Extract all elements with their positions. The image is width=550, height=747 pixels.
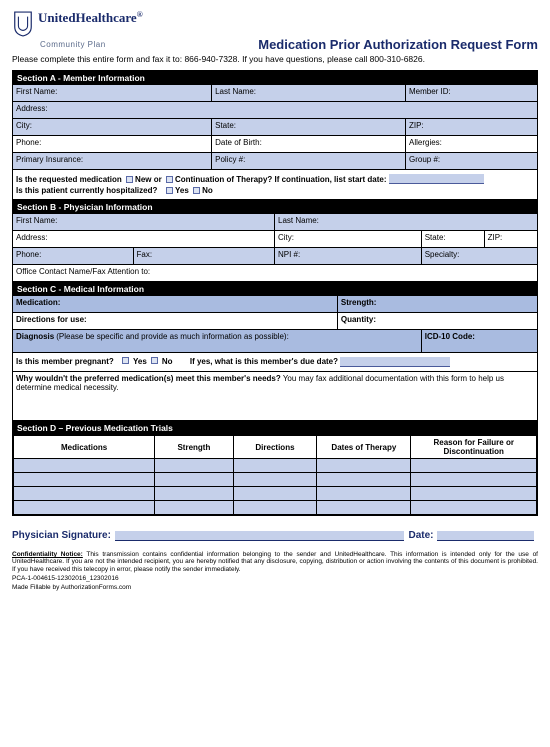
section-d-header: Section D – Previous Medication Trials [13, 421, 537, 435]
a-q2-label: Is this patient currently hospitalized? [16, 186, 157, 195]
a-memberid[interactable]: Member ID: [406, 85, 537, 101]
b-specialty[interactable]: Specialty: [422, 248, 537, 264]
table-cell[interactable] [14, 501, 155, 515]
table-cell[interactable] [155, 459, 233, 473]
th-directions: Directions [233, 436, 317, 459]
a-zip[interactable]: ZIP: [406, 119, 537, 135]
table-cell[interactable] [411, 501, 537, 515]
form-container: Section A - Member Information First Nam… [12, 70, 538, 516]
table-cell[interactable] [317, 459, 411, 473]
c-strength[interactable]: Strength: [338, 296, 537, 312]
b-lastname[interactable]: Last Name: [275, 214, 537, 230]
c-medication[interactable]: Medication: [13, 296, 338, 312]
b-npi[interactable]: NPI #: [275, 248, 422, 264]
a-primaryins[interactable]: Primary Insurance: [13, 153, 212, 169]
table-cell[interactable] [155, 501, 233, 515]
section-c-header: Section C - Medical Information [13, 282, 537, 296]
checkbox-hosp-no[interactable] [193, 187, 200, 194]
a-state[interactable]: State: [212, 119, 406, 135]
checkbox-preg-yes[interactable] [122, 357, 129, 364]
b-address[interactable]: Address: [13, 231, 275, 247]
instructions: Please complete this entire form and fax… [12, 54, 538, 64]
a-policy[interactable]: Policy #: [212, 153, 406, 169]
c-whynot[interactable]: Why wouldn't the preferred medication(s)… [13, 372, 537, 420]
table-cell[interactable] [233, 487, 317, 501]
th-strength: Strength [155, 436, 233, 459]
a-city[interactable]: City: [13, 119, 212, 135]
ref-line1: PCA-1-004615-12302016_12302016 [12, 575, 538, 582]
b-contact[interactable]: Office Contact Name/Fax Attention to: [13, 265, 537, 281]
c-directions[interactable]: Directions for use: [13, 313, 338, 329]
date-input[interactable] [437, 531, 534, 541]
table-row [14, 459, 537, 473]
logo-main-text: UnitedHealthcare® [38, 10, 143, 26]
checkbox-new[interactable] [126, 176, 133, 183]
table-cell[interactable] [14, 487, 155, 501]
sig-input[interactable] [115, 531, 405, 541]
checkbox-preg-no[interactable] [151, 357, 158, 364]
c-diagnosis[interactable]: Diagnosis (Please be specific and provid… [13, 330, 422, 352]
uhc-shield-icon [12, 10, 34, 38]
a-dob[interactable]: Date of Birth: [212, 136, 406, 152]
b-zip[interactable]: ZIP: [485, 231, 537, 247]
table-cell[interactable] [155, 473, 233, 487]
c-icd[interactable]: ICD-10 Code: [422, 330, 537, 352]
b-phone[interactable]: Phone: [13, 248, 134, 264]
b-state[interactable]: State: [422, 231, 485, 247]
trials-table: Medications Strength Directions Dates of… [13, 435, 537, 515]
th-reason: Reason for Failure or Discontinuation [411, 436, 537, 459]
c-quantity[interactable]: Quantity: [338, 313, 537, 329]
a-address[interactable]: Address: [13, 102, 537, 118]
confidentiality-notice: Confidentiality Notice: This transmissio… [12, 551, 538, 573]
table-row [14, 487, 537, 501]
table-cell[interactable] [317, 487, 411, 501]
table-cell[interactable] [155, 487, 233, 501]
table-cell[interactable] [411, 487, 537, 501]
th-dates: Dates of Therapy [317, 436, 411, 459]
c-duedate-input[interactable] [340, 357, 450, 367]
a-questions: Is the requested medication New or Conti… [13, 170, 537, 199]
table-cell[interactable] [411, 473, 537, 487]
b-firstname[interactable]: First Name: [13, 214, 275, 230]
checkbox-hosp-yes[interactable] [166, 187, 173, 194]
table-cell[interactable] [233, 473, 317, 487]
checkbox-continuation[interactable] [166, 176, 173, 183]
table-cell[interactable] [14, 473, 155, 487]
c-pregnant: Is this member pregnant? Yes No If yes, … [13, 353, 537, 371]
a-allergies[interactable]: Allergies: [406, 136, 537, 152]
a-phone[interactable]: Phone: [13, 136, 212, 152]
logo-block: UnitedHealthcare® [12, 10, 538, 38]
section-b-header: Section B - Physician Information [13, 200, 537, 214]
sig-label: Physician Signature: [12, 530, 111, 541]
table-cell[interactable] [233, 459, 317, 473]
table-cell[interactable] [411, 459, 537, 473]
th-med: Medications [14, 436, 155, 459]
a-group[interactable]: Group #: [406, 153, 537, 169]
ref-line2: Made Fillable by AuthorizationForms.com [12, 584, 538, 591]
a-q1-label: Is the requested medication [16, 175, 122, 184]
a-lastname[interactable]: Last Name: [212, 85, 406, 101]
b-fax[interactable]: Fax: [134, 248, 275, 264]
date-label: Date: [408, 530, 433, 541]
a-firstname[interactable]: First Name: [13, 85, 212, 101]
table-cell[interactable] [317, 473, 411, 487]
table-row [14, 501, 537, 515]
signature-row: Physician Signature: Date: [12, 530, 538, 541]
b-city[interactable]: City: [275, 231, 422, 247]
table-cell[interactable] [233, 501, 317, 515]
a-startdate-input[interactable] [389, 174, 484, 184]
table-cell[interactable] [14, 459, 155, 473]
table-row [14, 473, 537, 487]
section-a-header: Section A - Member Information [13, 71, 537, 85]
table-cell[interactable] [317, 501, 411, 515]
